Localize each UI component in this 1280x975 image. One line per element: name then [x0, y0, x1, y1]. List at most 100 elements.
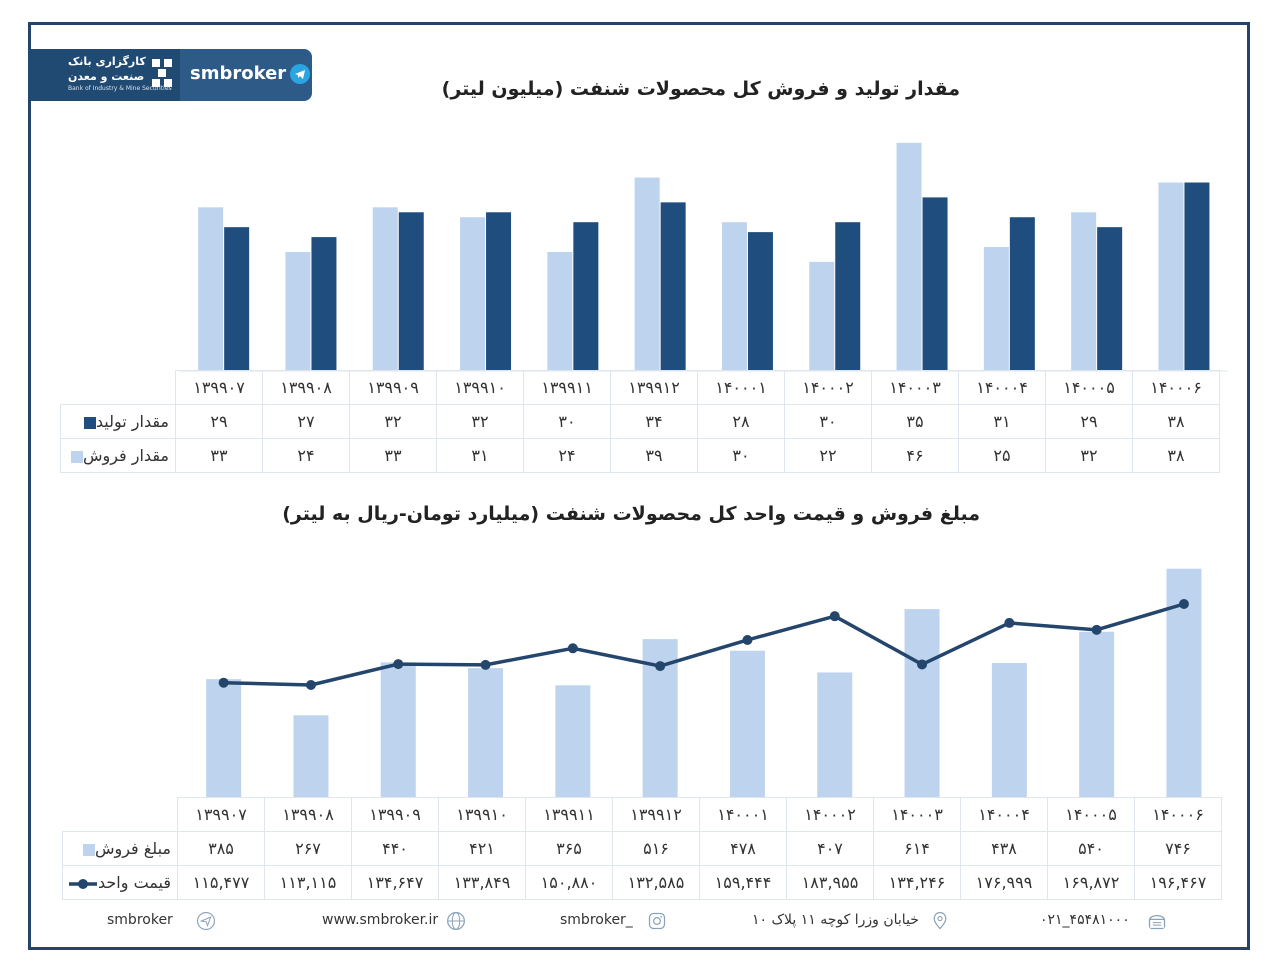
- logo-text-line2: صنعت و معدن: [68, 70, 145, 83]
- unit-price-point: [742, 634, 753, 645]
- footer-twitter: smbroker: [107, 912, 173, 928]
- logo-banner: کارگزاری بانک صنعت و معدن Bank of Indust…: [28, 49, 312, 101]
- sales-quantity-bar: [809, 261, 835, 371]
- instagram-icon: [648, 912, 666, 930]
- data-label: ۲۲: [784, 438, 872, 473]
- unit-price-point: [567, 643, 578, 654]
- data-label: ۳۰: [784, 404, 872, 439]
- brand-name: smbroker: [190, 63, 287, 84]
- table1-category-label: ۱۳۹۹۰۷: [175, 370, 263, 405]
- production-quantity-bar: [835, 222, 861, 371]
- footer-instagram: smbroker_: [560, 912, 633, 928]
- logo-mark-icon: [152, 59, 172, 87]
- sales-amount-bar: [1079, 631, 1115, 797]
- unit-price-point: [218, 677, 229, 688]
- data-label: ۲۶۷: [264, 831, 352, 866]
- data-label: ۱۳۴,۲۴۶: [873, 865, 961, 900]
- footer-phone: ۰۲۱_۴۵۴۸۱۰۰۰: [1040, 912, 1130, 928]
- data-label: ۲۷: [262, 404, 350, 439]
- data-label: ۴۶: [871, 438, 959, 473]
- data-label: ۲۴: [523, 438, 611, 473]
- table2-category-label: ۱۴۰۰۰۵: [1047, 797, 1135, 832]
- legend-label: مبلغ فروش: [94, 839, 171, 858]
- data-label: ۵۱۶: [612, 831, 700, 866]
- sales-amount-bar: [468, 668, 504, 797]
- unit-price-point: [305, 680, 316, 690]
- data-label: ۱۹۶,۴۶۷: [1134, 865, 1222, 900]
- data-label: ۱۵۰,۸۸۰: [525, 865, 613, 900]
- footer-website: www.smbroker.ir: [322, 912, 439, 928]
- unit-price-point: [393, 659, 404, 670]
- table2-category-label: ۱۴۰۰۰۴: [960, 797, 1048, 832]
- sales-amount-bar: [206, 679, 242, 797]
- data-label: ۴۲۱: [438, 831, 526, 866]
- table2-legend-cell: قیمت واحد: [62, 865, 178, 900]
- legend-swatch: [70, 450, 83, 463]
- data-label: ۳۸: [1132, 404, 1220, 439]
- sales-amount-bar: [817, 672, 853, 797]
- table1-category-label: ۱۳۹۹۰۸: [262, 370, 350, 405]
- data-label: ۱۳۲,۵۸۵: [612, 865, 700, 900]
- production-quantity-bar: [573, 222, 599, 371]
- unit-price-point: [829, 611, 840, 622]
- unit-price-point: [917, 659, 928, 670]
- legend-swatch: [82, 843, 95, 856]
- table2-category-label: ۱۴۰۰۰۶: [1134, 797, 1222, 832]
- unit-price-point: [1004, 617, 1015, 628]
- sales-quantity-bar: [198, 207, 224, 371]
- production-quantity-bar: [922, 197, 948, 371]
- data-label: ۲۹: [175, 404, 263, 439]
- sales-quantity-bar: [634, 177, 660, 371]
- unit-price-point: [1178, 599, 1189, 609]
- sales-amount-bar: [380, 662, 416, 797]
- table1-category-label: ۱۴۰۰۰۱: [697, 370, 785, 405]
- data-label: ۲۹: [1045, 404, 1133, 439]
- data-label: ۳۹: [610, 438, 698, 473]
- data-label: ۳۳: [175, 438, 263, 473]
- table1-category-label: ۱۳۹۹۱۲: [610, 370, 698, 405]
- table2-category-label: ۱۳۹۹۱۱: [525, 797, 613, 832]
- data-label: ۱۱۳,۱۱۵: [264, 865, 352, 900]
- sales-amount-bar: [991, 662, 1027, 797]
- table1-legend-cell: مقدار فروش: [60, 438, 176, 473]
- chart2-title: مبلغ فروش و قیمت واحد کل محصولات شنفت (م…: [282, 503, 980, 525]
- data-label: ۳۶۵: [525, 831, 613, 866]
- data-label: ۲۵: [958, 438, 1046, 473]
- data-label: ۷۴۶: [1134, 831, 1222, 866]
- table1-category-label: ۱۴۰۰۰۶: [1132, 370, 1220, 405]
- sales-quantity-bar: [1158, 182, 1184, 371]
- table1-category-label: ۱۴۰۰۰۵: [1045, 370, 1133, 405]
- logo-text-line3: Bank of Industry & Mine Securities: [68, 85, 172, 92]
- table1-corner-cell: [61, 371, 176, 405]
- data-label: ۶۱۴: [873, 831, 961, 866]
- table2-category-label: ۱۳۹۹۰۷: [177, 797, 265, 832]
- sales-quantity-bar: [372, 207, 398, 371]
- sales-amount-bar: [904, 609, 940, 797]
- location-pin-icon: [933, 912, 947, 930]
- data-label: ۳۸۵: [177, 831, 265, 866]
- chart1-data-table: ۱۳۹۹۰۷ ۱۳۹۹۰۸ ۱۳۹۹۰۹ ۱۳۹۹۱۰ ۱۳۹۹۱۱ ۱۳۹۹۱۲ ۱۴۰۰…: [60, 370, 1220, 473]
- production-quantity-bar: [224, 227, 250, 371]
- production-quantity-bar: [311, 237, 337, 371]
- production-quantity-bar: [660, 202, 686, 371]
- logo-panel: کارگزاری بانک صنعت و معدن Bank of Indust…: [28, 49, 180, 101]
- data-label: ۳۴: [610, 404, 698, 439]
- data-label: ۳۱: [436, 438, 524, 473]
- legend-label: مقدار فروش: [82, 446, 169, 465]
- data-label: ۳۱: [958, 404, 1046, 439]
- sales-amount-bar: [555, 685, 591, 797]
- unit-price-line: [223, 602, 1185, 687]
- table2-category-label: ۱۴۰۰۰۲: [786, 797, 874, 832]
- sales-amount-bar: [729, 650, 765, 797]
- table1-category-label: ۱۳۹۹۱۰: [436, 370, 524, 405]
- data-label: ۴۳۸: [960, 831, 1048, 866]
- table2-category-label: ۱۳۹۹۰۸: [264, 797, 352, 832]
- sales-quantity-bar: [1071, 212, 1097, 371]
- data-label: ۳۸: [1132, 438, 1220, 473]
- data-label: ۱۳۳,۸۴۹: [438, 865, 526, 900]
- data-label: ۴۰۷: [786, 831, 874, 866]
- logo-text-line1: کارگزاری بانک: [68, 55, 146, 68]
- data-label: ۱۷۶,۹۹۹: [960, 865, 1048, 900]
- data-label: ۳۵: [871, 404, 959, 439]
